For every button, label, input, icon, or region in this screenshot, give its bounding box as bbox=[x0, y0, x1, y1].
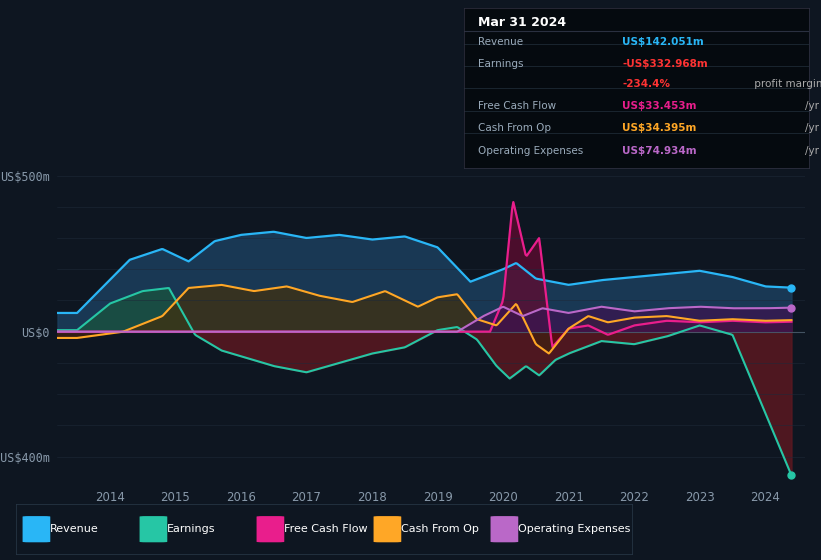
Text: Mar 31 2024: Mar 31 2024 bbox=[478, 16, 566, 29]
Text: Operating Expenses: Operating Expenses bbox=[518, 524, 631, 534]
FancyBboxPatch shape bbox=[23, 516, 50, 542]
FancyBboxPatch shape bbox=[140, 516, 167, 542]
FancyBboxPatch shape bbox=[257, 516, 284, 542]
Text: US$142.051m: US$142.051m bbox=[622, 37, 704, 47]
Text: Revenue: Revenue bbox=[478, 37, 523, 47]
Text: profit margin: profit margin bbox=[751, 78, 821, 88]
Text: Free Cash Flow: Free Cash Flow bbox=[284, 524, 368, 534]
Text: /yr: /yr bbox=[805, 101, 819, 111]
Text: US$33.453m: US$33.453m bbox=[622, 101, 697, 111]
Text: Cash From Op: Cash From Op bbox=[478, 123, 551, 133]
FancyBboxPatch shape bbox=[374, 516, 401, 542]
Text: US$34.395m: US$34.395m bbox=[622, 123, 697, 133]
Text: Operating Expenses: Operating Expenses bbox=[478, 146, 583, 156]
Text: Revenue: Revenue bbox=[50, 524, 99, 534]
Text: Earnings: Earnings bbox=[167, 524, 216, 534]
Text: /yr: /yr bbox=[805, 123, 819, 133]
FancyBboxPatch shape bbox=[491, 516, 518, 542]
Text: -US$332.968m: -US$332.968m bbox=[622, 59, 709, 69]
Text: US$74.934m: US$74.934m bbox=[622, 146, 697, 156]
Text: Free Cash Flow: Free Cash Flow bbox=[478, 101, 556, 111]
Text: -234.4%: -234.4% bbox=[622, 78, 671, 88]
Text: Cash From Op: Cash From Op bbox=[401, 524, 479, 534]
Text: Earnings: Earnings bbox=[478, 59, 523, 69]
Text: /yr: /yr bbox=[805, 146, 819, 156]
